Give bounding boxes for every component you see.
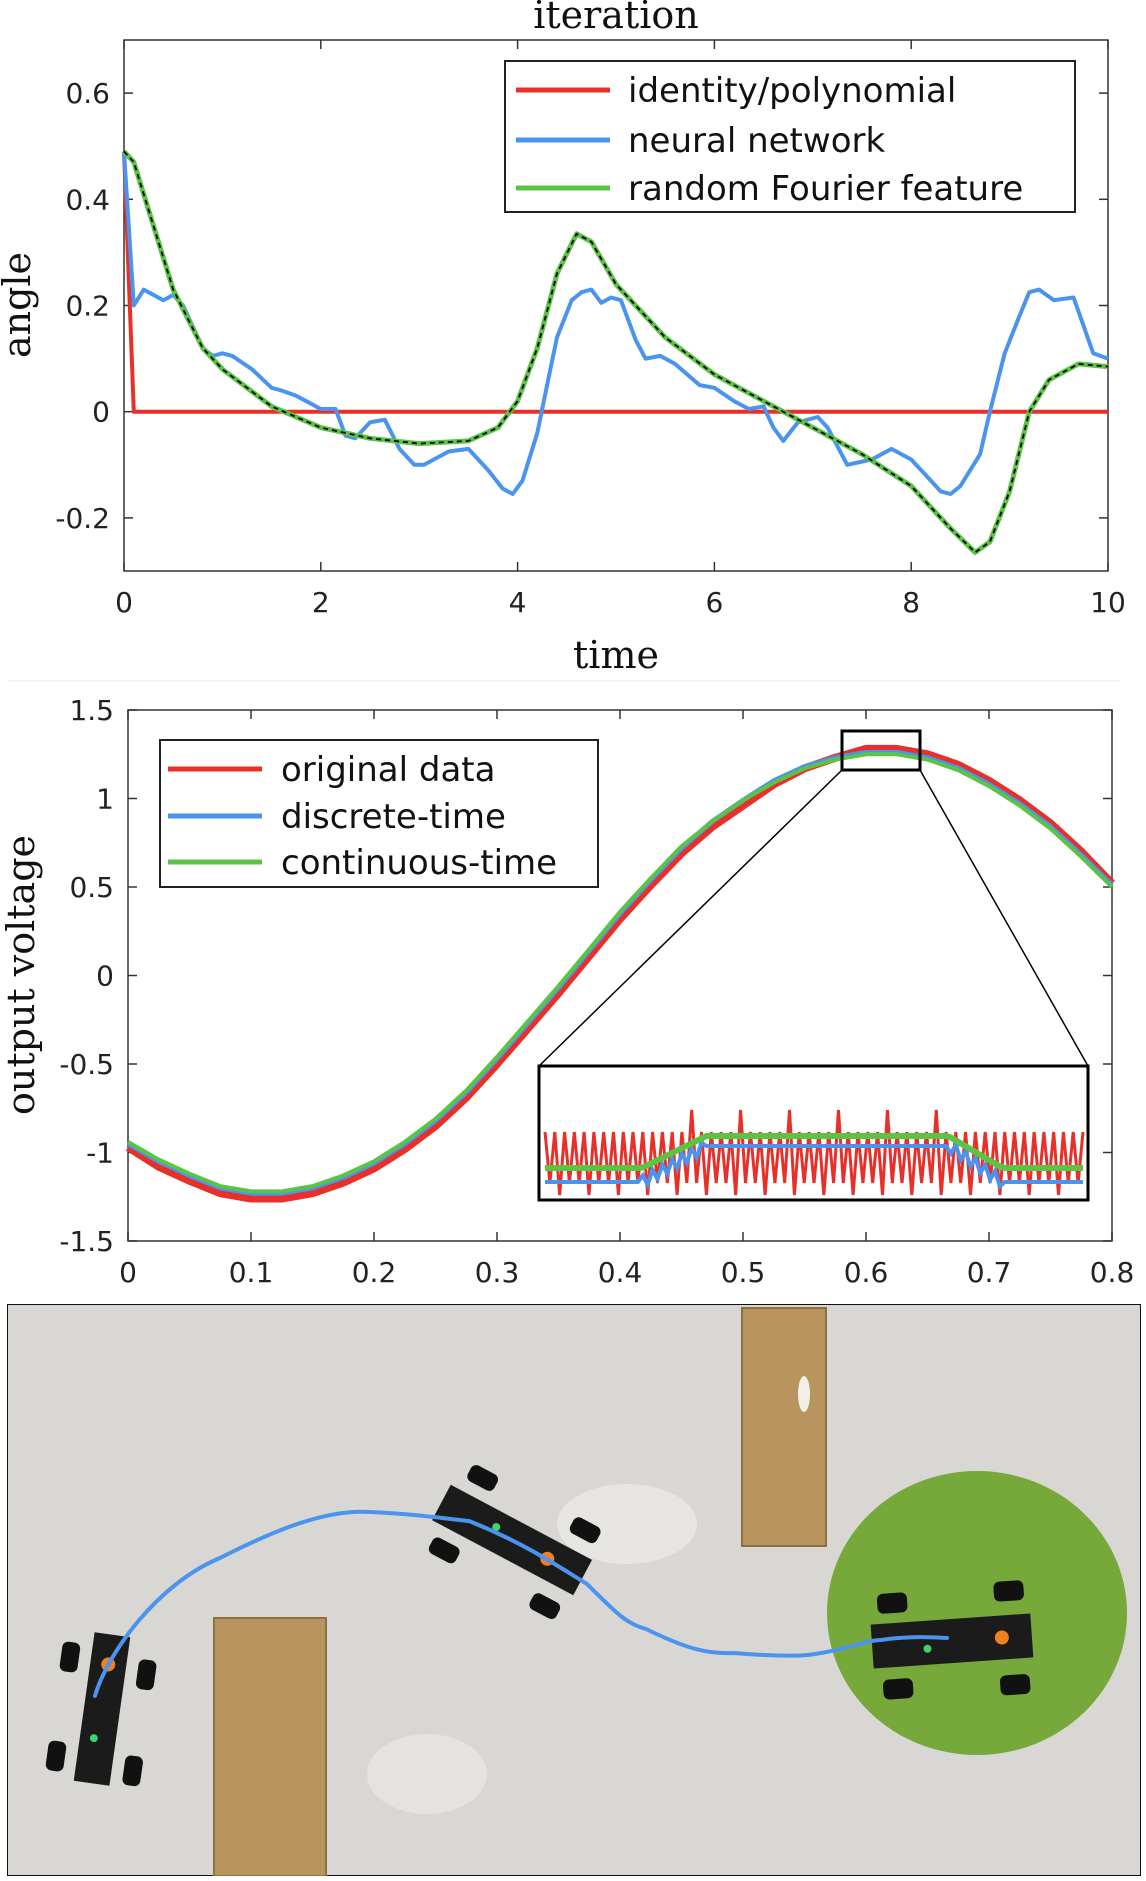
- y-tick-label: -0.2: [55, 502, 110, 535]
- y-tick-label: 0: [92, 396, 110, 429]
- zoom-region-box: [840, 729, 922, 772]
- robot-car-photo: [7, 1304, 1141, 1876]
- cardboard-box-bottom: [213, 1617, 327, 1876]
- zoom-connector-left: [538, 769, 843, 1067]
- chart-title: iteration: [533, 0, 699, 37]
- box-handle-hole: [798, 1376, 810, 1412]
- legend-label-identity: identity/polynomial: [628, 71, 956, 111]
- x-tick-label: 0.7: [967, 1256, 1012, 1289]
- x-tick-label: 0.2: [352, 1256, 397, 1289]
- x-tick-label: 0.4: [598, 1256, 643, 1289]
- legend-label-continuous: continuous-time: [281, 843, 557, 883]
- series-overlay-dashed: [123, 150, 1109, 554]
- legend: original data discrete-time continuous-t…: [159, 739, 599, 888]
- zoom-indicator: [537, 729, 1090, 1202]
- x-tick-label: 0.3: [475, 1256, 520, 1289]
- legend-label-discrete: discrete-time: [281, 797, 506, 837]
- x-tick-label: 0.8: [1090, 1256, 1135, 1289]
- x-tick-label: 2: [312, 586, 330, 619]
- cardboard-box-top: [741, 1307, 827, 1547]
- y-tick-label: -0.5: [59, 1048, 114, 1081]
- inset-series-original: [543, 1109, 1085, 1196]
- y-axis-label: angle: [0, 252, 39, 358]
- robot-car-start: [45, 1632, 157, 1787]
- y-tick-label: 0: [96, 960, 114, 993]
- inset-series-discrete: [545, 1139, 1083, 1190]
- y-tick-label: -1.5: [59, 1225, 114, 1258]
- x-tick-label: 0.5: [721, 1256, 766, 1289]
- legend-label-original: original data: [281, 750, 495, 790]
- series-line-original-data: [125, 744, 1115, 1203]
- trajectory: [93, 1509, 949, 1698]
- x-tick-label: 0.1: [229, 1256, 274, 1289]
- x-tick-label: 0: [119, 1256, 137, 1289]
- inset-series-continuous: [545, 1133, 1083, 1171]
- legend: identity/polynomial neural network rando…: [504, 60, 1076, 213]
- y-tick-label: 1.5: [69, 694, 114, 727]
- series-line-continuous-time: [127, 752, 1114, 1194]
- x-tick-label: 4: [509, 586, 527, 619]
- y-tick-label: 1: [96, 783, 114, 816]
- x-axis-label: time: [573, 633, 659, 677]
- y-tick-label: 0.4: [65, 183, 110, 216]
- x-tick-label: 10: [1090, 586, 1126, 619]
- angle-vs-time-chart: iteration 0 2 4 6 8 10 0.6 0.4 0.2 0 -0.2 identity…: [0, 0, 1126, 677]
- floor-reflection: [557, 1484, 697, 1564]
- output-voltage-chart: 0 0.1 0.2 0.3 0.4 0.5 0.6 0.7 0.8 1.5 1 0.5 0 -0.5 -1 -…: [0, 680, 1135, 1289]
- y-tick-label: 0.2: [65, 290, 110, 323]
- y-tick-label: -1: [86, 1137, 114, 1170]
- legend-label-rff: random Fourier feature: [628, 169, 1023, 209]
- robot-car-goal: [870, 1580, 1034, 1700]
- x-tick-label: 6: [705, 586, 723, 619]
- y-tick-label: 0.5: [69, 871, 114, 904]
- x-tick-label: 0.6: [844, 1256, 889, 1289]
- x-tick-label: 0: [115, 586, 133, 619]
- x-tick-label: 8: [902, 586, 920, 619]
- y-tick-label: 0.6: [65, 77, 110, 110]
- floor-reflection: [367, 1734, 487, 1814]
- target-zone: [827, 1471, 1127, 1755]
- zoom-connector-right: [919, 769, 1089, 1067]
- series-line-neural-network: [122, 151, 1109, 496]
- legend-label-neural-network: neural network: [628, 121, 885, 161]
- y-axis-label: output voltage: [0, 835, 43, 1115]
